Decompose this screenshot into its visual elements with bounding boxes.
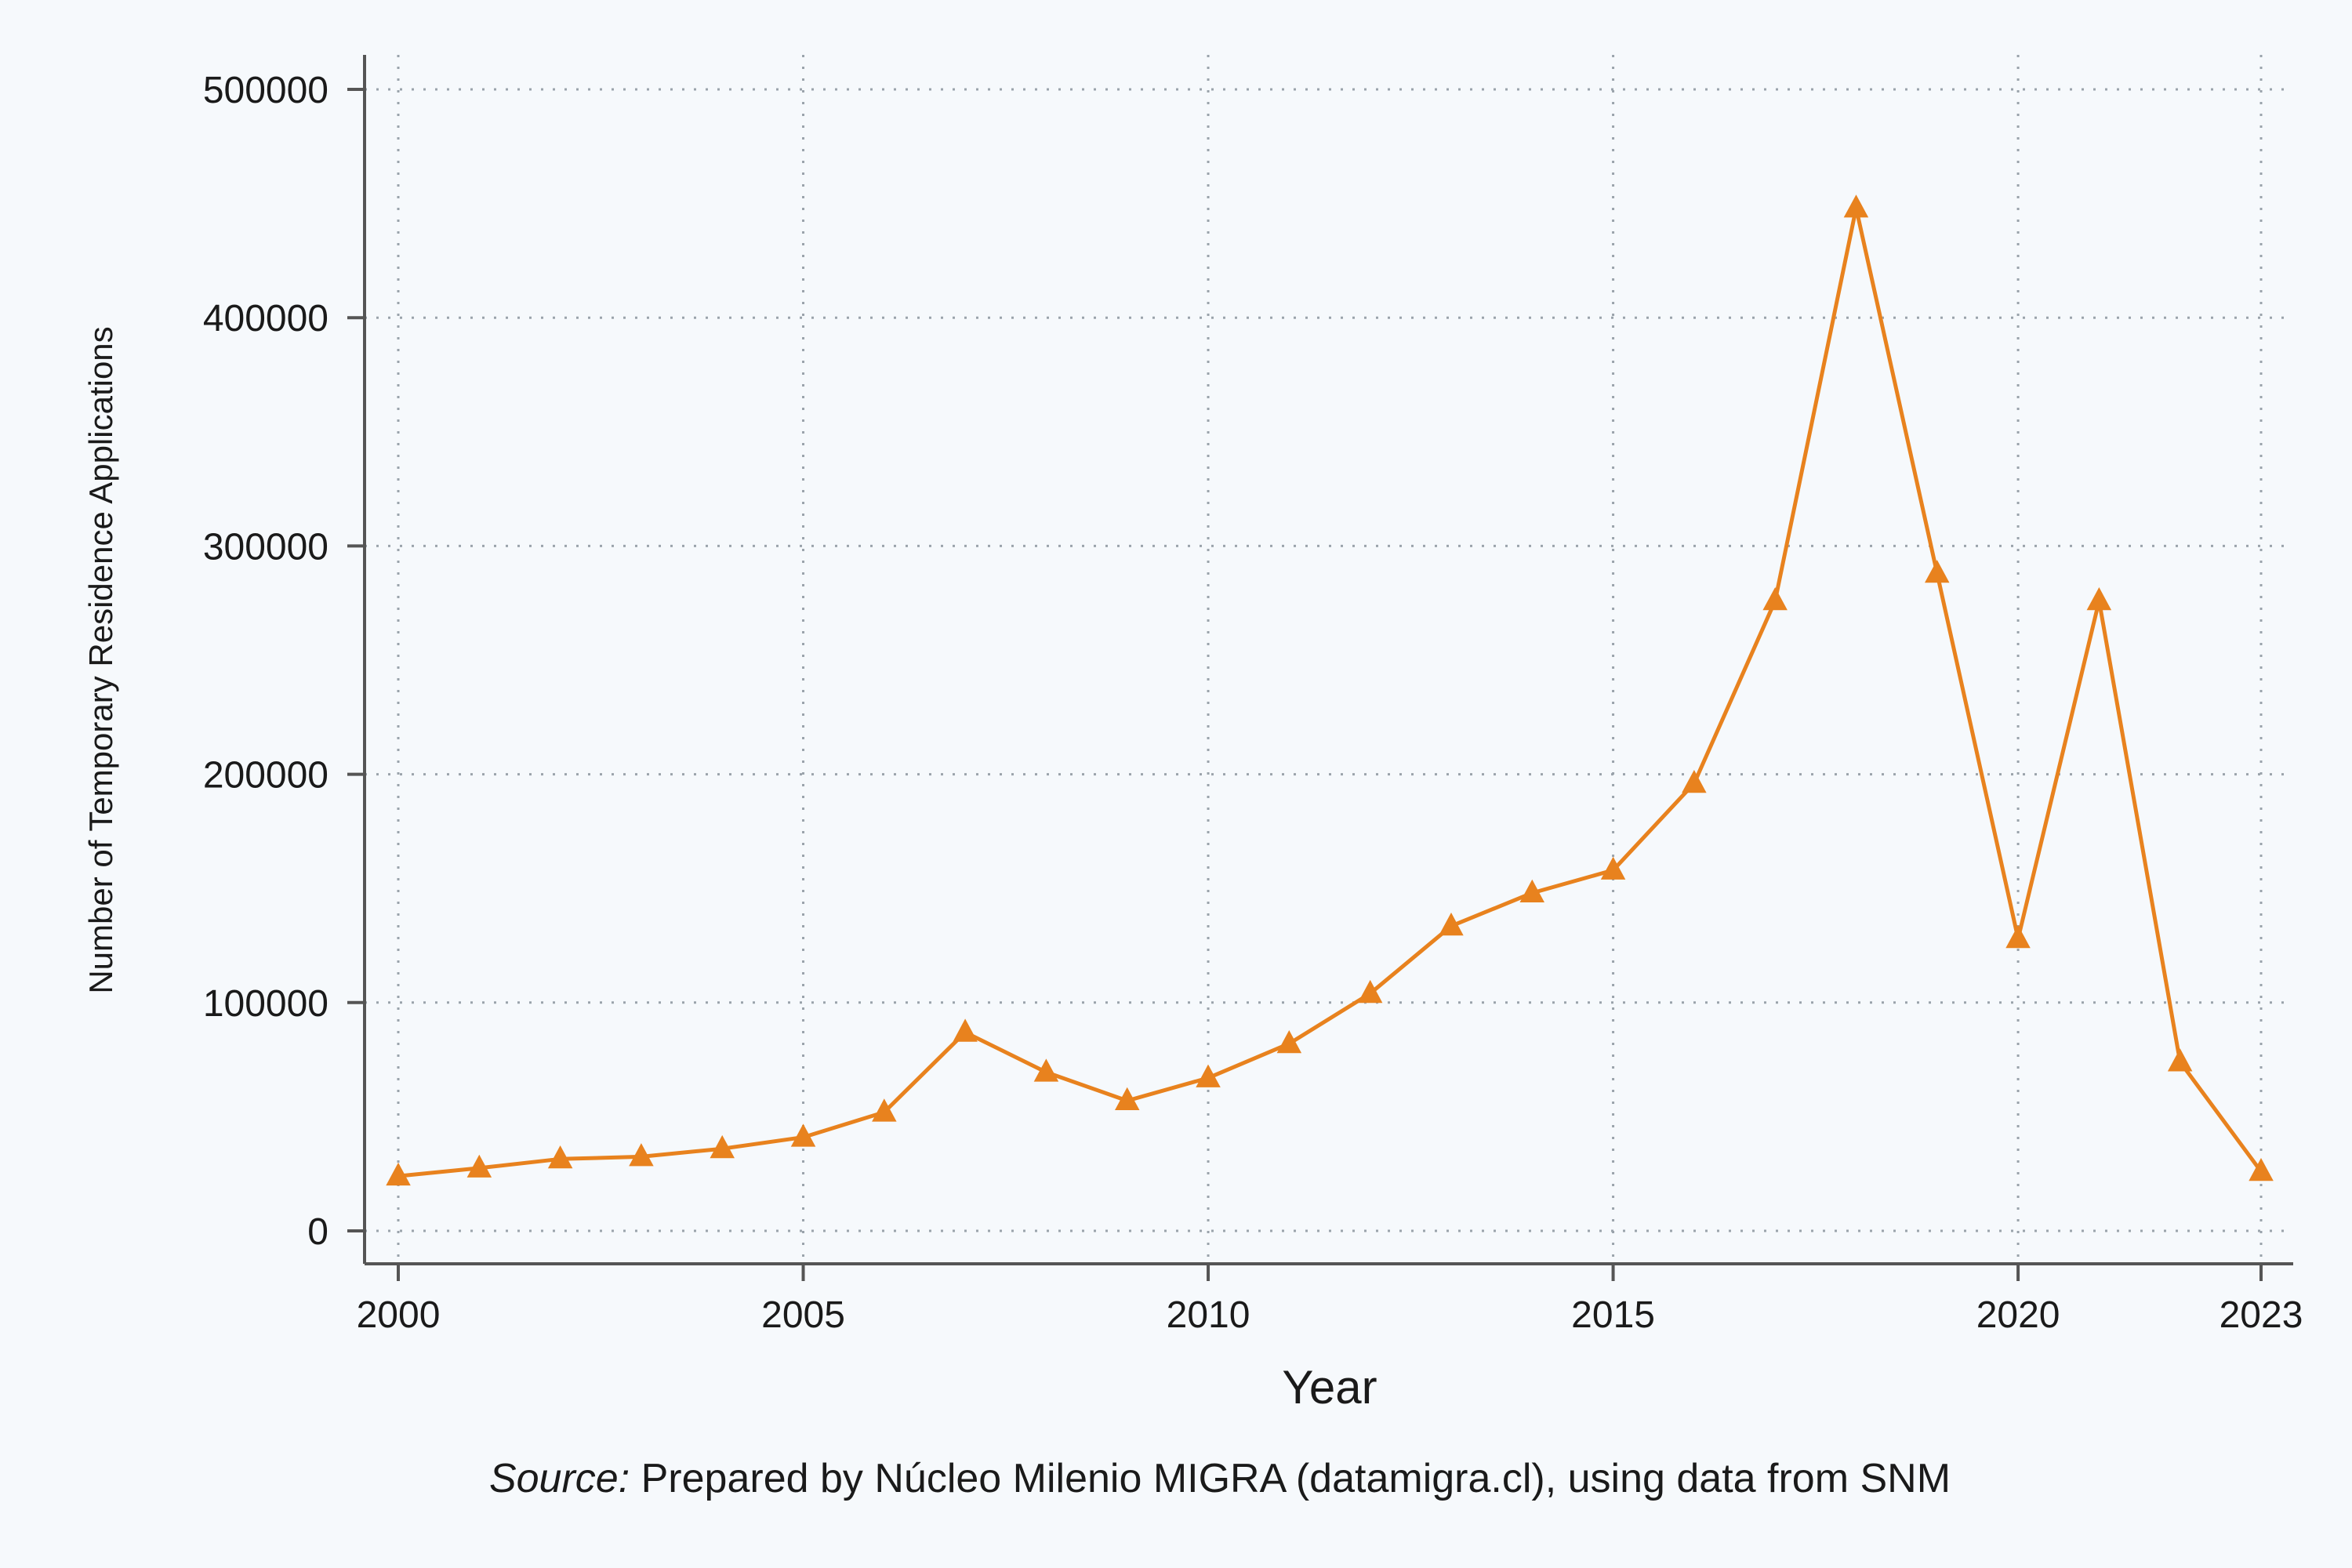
y-tick-label: 500000 bbox=[203, 70, 328, 111]
x-tick-label: 2020 bbox=[1976, 1294, 2060, 1336]
data-point bbox=[386, 1162, 411, 1186]
tick-labels: 0 100000 200000 300000 400000 500000 2000 2005 2… bbox=[203, 70, 2303, 1336]
data-point bbox=[1519, 879, 1544, 902]
y-tick-label: 100000 bbox=[203, 983, 328, 1025]
y-tick-label: 0 bbox=[307, 1211, 328, 1253]
x-tick-label: 2015 bbox=[1571, 1294, 1655, 1336]
data-point bbox=[1357, 979, 1383, 1004]
data-point bbox=[1762, 587, 1788, 611]
x-tick-label: 2000 bbox=[357, 1294, 441, 1336]
x-tick-label: 2010 bbox=[1167, 1294, 1250, 1336]
axes bbox=[347, 55, 2293, 1281]
data-point bbox=[1843, 194, 1869, 218]
data-point bbox=[953, 1018, 978, 1042]
source-note: Source: Prepared by Núcleo Milenio MIGRA… bbox=[489, 1456, 1951, 1501]
data-point bbox=[1925, 560, 1950, 583]
source-prefix: Source: bbox=[489, 1456, 630, 1501]
y-tick-label: 200000 bbox=[203, 755, 328, 797]
data-point bbox=[547, 1145, 573, 1169]
gridlines bbox=[365, 55, 2293, 1264]
source-text: Prepared by Núcleo Milenio MIGRA (datami… bbox=[630, 1456, 1951, 1501]
y-tick-label: 400000 bbox=[203, 298, 328, 339]
data-point bbox=[1439, 913, 1464, 936]
data-point bbox=[872, 1098, 897, 1122]
data-point bbox=[1115, 1087, 1140, 1110]
data-point bbox=[790, 1123, 816, 1147]
data-point bbox=[1196, 1064, 1221, 1087]
data-point bbox=[1276, 1030, 1302, 1054]
x-tick-label: 2023 bbox=[2220, 1294, 2303, 1336]
y-tick-label: 300000 bbox=[203, 526, 328, 568]
data-point bbox=[2249, 1158, 2274, 1181]
series bbox=[386, 194, 2274, 1186]
data-point bbox=[629, 1143, 654, 1167]
data-point bbox=[1682, 770, 1707, 793]
y-axis-title: Number of Temporary Residence Applicatio… bbox=[82, 326, 119, 993]
series-line bbox=[397, 205, 2263, 1178]
data-point bbox=[2086, 587, 2112, 611]
data-point bbox=[2005, 925, 2031, 949]
data-point bbox=[466, 1154, 492, 1178]
data-point bbox=[710, 1134, 735, 1159]
data-point bbox=[1033, 1058, 1059, 1082]
data-point bbox=[2167, 1048, 2193, 1072]
x-tick-label: 2005 bbox=[761, 1294, 845, 1336]
data-point bbox=[1600, 856, 1626, 880]
x-axis-title: Year bbox=[1282, 1361, 1377, 1414]
